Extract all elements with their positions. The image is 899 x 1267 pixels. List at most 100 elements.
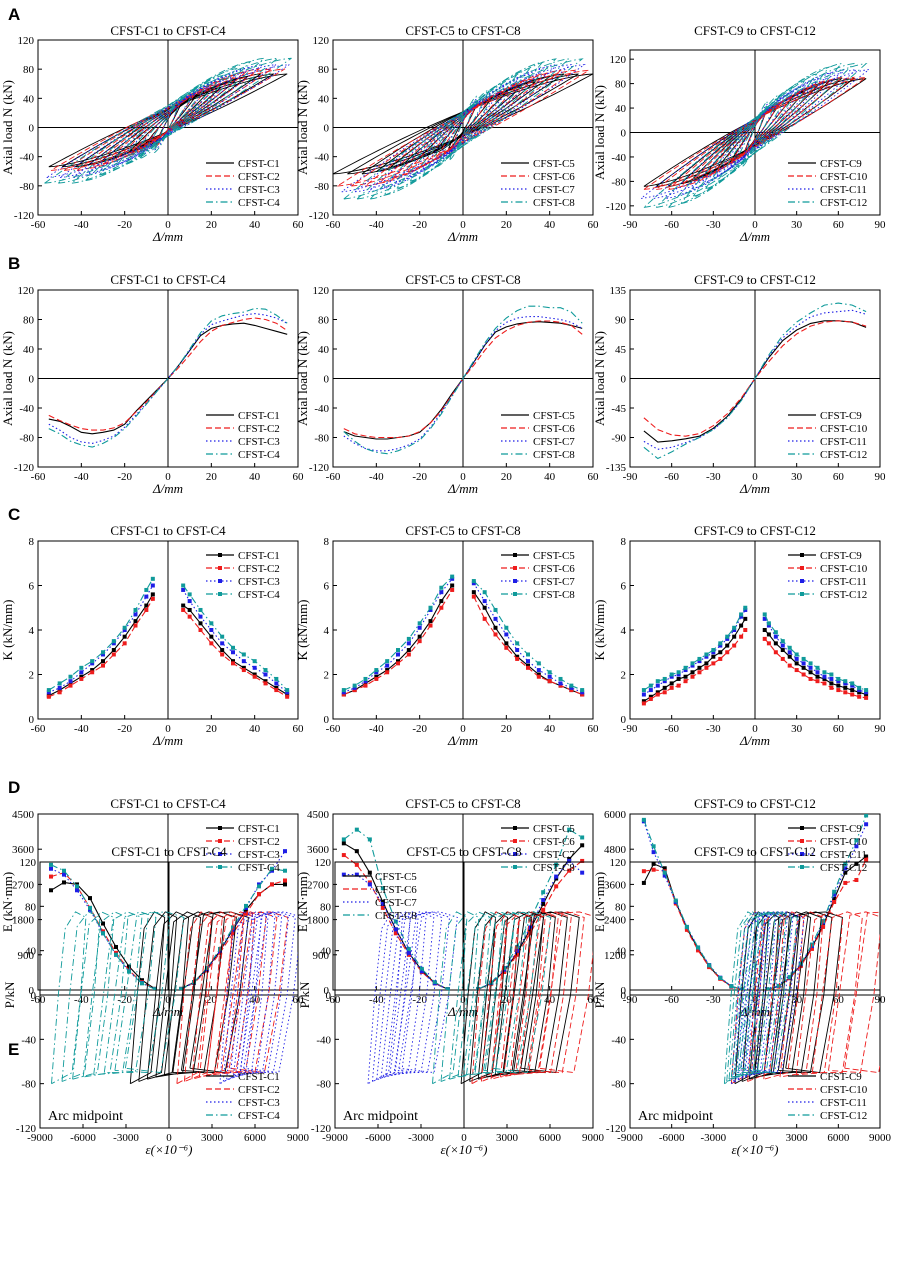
y-axis-label: Axial load N (kN)	[295, 331, 310, 426]
legend-label: CFST-C10	[820, 836, 868, 848]
data-point	[263, 668, 268, 673]
data-point	[739, 614, 744, 619]
hysteresis-loop	[368, 63, 559, 193]
data-point	[641, 817, 646, 822]
data-point	[504, 632, 509, 637]
data-point	[809, 946, 814, 951]
hysteresis-loop	[474, 911, 528, 1074]
data-point	[766, 621, 771, 626]
hysteresis-loop	[740, 911, 798, 1074]
x-tick-label: 0	[460, 471, 466, 483]
data-point	[274, 685, 279, 690]
data-point	[90, 668, 95, 673]
hysteresis-loop	[483, 911, 540, 1074]
data-point	[655, 690, 660, 695]
legend-label: CFST-C1	[238, 410, 280, 422]
data-point	[363, 679, 368, 684]
data-point	[684, 927, 689, 932]
x-tick-label: -20	[412, 994, 427, 1006]
hysteresis-loop	[347, 73, 579, 175]
hysteresis-loop	[63, 68, 273, 171]
data-point	[843, 880, 848, 885]
data-point	[341, 837, 346, 842]
y-axis-label: E (kN·mm)	[592, 872, 607, 932]
x-tick-label: 3000	[786, 1132, 809, 1144]
hysteresis-loop	[844, 911, 880, 1074]
data-point	[655, 679, 660, 684]
data-point	[363, 681, 368, 686]
data-point	[662, 873, 667, 878]
x-tick-label: -90	[623, 471, 638, 483]
annotation-arc-midpoint: Arc midpoint	[638, 1109, 713, 1124]
data-point	[270, 866, 274, 871]
hysteresis-loop	[730, 911, 776, 1078]
data-point	[283, 849, 287, 854]
y-tick-label: -80	[611, 176, 626, 188]
data-point	[864, 814, 869, 818]
hysteresis-loop	[228, 911, 289, 1074]
x-tick-label: -60	[664, 994, 679, 1006]
data-point	[396, 661, 400, 666]
data-point	[780, 656, 785, 661]
hysteresis-loop	[763, 911, 805, 1080]
y-tick-label: -80	[19, 181, 34, 193]
legend-label: CFST-C7	[533, 576, 575, 588]
series-cfst-c11	[730, 911, 805, 1085]
data-point	[536, 668, 541, 673]
data-point	[439, 599, 444, 604]
y-tick-label: 1800	[12, 915, 35, 927]
data-point	[536, 661, 541, 666]
hysteresis-loop	[189, 911, 249, 1074]
data-point	[428, 619, 433, 624]
data-point	[57, 685, 62, 690]
chart-title: CFST-C1 to CFST-C4	[110, 523, 226, 538]
legend-label: CFST-C2	[238, 423, 280, 435]
y-tick-label: 3600	[604, 879, 627, 891]
data-point	[341, 853, 346, 858]
data-point	[127, 969, 131, 974]
data-point	[725, 636, 730, 641]
x-tick-label: 60	[588, 723, 600, 735]
legend-label: CFST-C6	[375, 884, 417, 896]
y-tick-label: 40	[615, 103, 627, 115]
data-point	[567, 827, 572, 832]
data-point	[580, 870, 585, 875]
legend-label: CFST-C2	[238, 1084, 280, 1096]
data-point	[641, 880, 646, 885]
panel-b-1: CFST-C1 to CFST-C4 -60 -40 -20 0 20 40 60 -120 -8…	[0, 272, 304, 496]
hysteresis-loop	[183, 911, 223, 1082]
y-tick-label: -120	[16, 1123, 37, 1135]
data-point	[252, 674, 257, 679]
data-point	[864, 854, 869, 859]
data-point	[341, 872, 346, 877]
chart-title: CFST-C1 to CFST-C4	[111, 844, 227, 859]
legend-label: CFST-C1	[238, 158, 280, 170]
hysteresis-loop	[763, 911, 812, 1076]
panel-b-2: CFST-C5 to CFST-C8 -60 -40 -20 0 20 40 60 -120 -8…	[295, 272, 599, 496]
y-tick-label: 8	[621, 536, 627, 548]
data-point	[482, 605, 487, 610]
data-point	[133, 612, 138, 617]
data-point	[794, 652, 799, 657]
data-point	[428, 605, 433, 610]
data-point	[274, 681, 279, 686]
series-line	[343, 578, 453, 693]
data-point	[367, 870, 372, 875]
x-tick-label: 30	[791, 219, 803, 231]
y-tick-label: 900	[18, 950, 35, 962]
data-point	[843, 861, 848, 866]
data-point	[187, 592, 192, 597]
series-line	[48, 585, 154, 693]
data-point	[780, 643, 785, 648]
data-point	[773, 641, 778, 646]
series-line	[343, 585, 453, 696]
hysteresis-loop	[680, 66, 831, 205]
hysteresis-loop	[538, 911, 593, 1074]
y-tick-label: 120	[313, 35, 330, 47]
series-line	[182, 589, 288, 693]
hysteresis-loop	[705, 80, 806, 190]
x-axis-label: ε(×10⁻⁶)	[441, 1142, 488, 1157]
chart-title: CFST-C1 to CFST-C4	[110, 23, 226, 38]
data-point	[801, 672, 806, 677]
